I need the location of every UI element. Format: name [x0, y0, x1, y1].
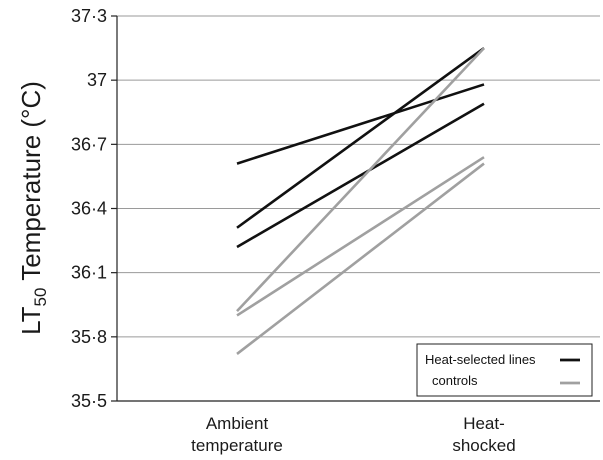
grid-lines: [117, 15, 600, 338]
x-category-label: Heat-shocked: [452, 414, 515, 455]
y-tick-label: 37·3: [71, 6, 107, 26]
y-ticks: 35·5 35·8 36·1 36·4 36·7 37 37·3: [71, 6, 117, 411]
heat-selected-line: [236, 83, 485, 165]
control-line: [236, 156, 485, 317]
y-axis-title: LT50 Temperature (°C): [16, 81, 50, 335]
x-category-label-line: Ambient: [206, 414, 269, 433]
y-tick-label: 35·8: [71, 327, 107, 347]
y-tick-label: 36·4: [71, 199, 107, 219]
legend-label-heat-selected: Heat-selected lines: [425, 352, 536, 367]
y-axis-title-suffix: Temperature (°C): [16, 81, 46, 287]
y-tick-label: 35·5: [71, 391, 107, 411]
legend: Heat-selected lines controls: [416, 343, 593, 397]
heat-selected-line: [236, 102, 485, 249]
x-category-label-line: temperature: [191, 436, 283, 455]
x-category-labels: Ambient temperature Heat-shocked: [191, 414, 516, 455]
control-line: [236, 162, 485, 355]
x-category-label-line: shocked: [452, 436, 515, 455]
legend-label-controls: controls: [432, 373, 478, 388]
y-axis-title-main: LT: [16, 306, 46, 335]
legend-box: [416, 343, 593, 397]
heat-selected-line: [236, 47, 485, 229]
series-lines: [236, 47, 485, 355]
y-axis-title-subscript: 50: [31, 288, 50, 307]
x-category-label: Ambient temperature: [191, 414, 283, 455]
y-tick-label: 36·7: [71, 134, 107, 154]
y-tick-label: 37: [87, 70, 107, 90]
control-line: [236, 47, 485, 313]
x-category-label-line: Heat-: [463, 414, 505, 433]
y-tick-label: 36·1: [71, 263, 107, 283]
